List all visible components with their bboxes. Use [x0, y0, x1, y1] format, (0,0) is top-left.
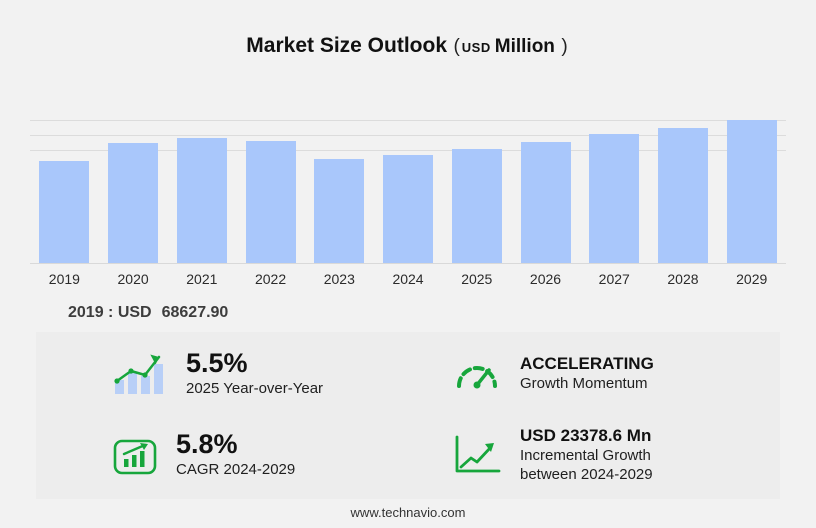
title-paren-open: (: [453, 36, 460, 57]
bar-2028: [657, 128, 708, 263]
bar-2029: [726, 119, 777, 263]
bar-slot-2023: [305, 114, 374, 263]
incremental-label-line1: Incremental Growth: [520, 446, 651, 464]
bar-2024: [383, 154, 434, 263]
title-currency: USD: [461, 40, 491, 55]
base-year-label: 2019 : USD: [68, 304, 152, 321]
x-tick-2027: 2027: [598, 271, 630, 287]
stats-panel: 5.5% 2025 Year-over-Year ACCELERATING Gr…: [36, 332, 780, 499]
bar-2025: [451, 148, 502, 263]
x-tick-2020: 2020: [117, 271, 149, 287]
gridline-85000: [30, 135, 786, 137]
bar-slot-2020: [99, 114, 168, 263]
x-tick-2025: 2025: [461, 271, 493, 287]
bar-slot-2021: [167, 114, 236, 263]
market-size-bar-chart: 2019 2020 2021 2022 2023 2024 2025 2026 2027 2028…: [30, 114, 786, 287]
technavio-url: www.technavio.com: [350, 504, 466, 520]
bar-2027: [589, 134, 640, 263]
gridline-75000: [30, 150, 786, 152]
yoy-label: 2025 Year-over-Year: [186, 380, 324, 398]
x-tick-2028: 2028: [667, 271, 699, 287]
bar-2023: [314, 158, 365, 263]
stat-yoy: 5.5% 2025 Year-over-Year: [36, 348, 408, 399]
title-paren-close: ): [561, 36, 568, 57]
bar-2026: [520, 142, 571, 263]
bar-slot-2022: [236, 114, 305, 263]
momentum-value: ACCELERATING: [520, 353, 654, 373]
momentum-label: Growth Momentum: [520, 375, 648, 393]
incremental-label-line2: between 2024-2029: [520, 466, 653, 484]
bar-slot-2025: [442, 114, 511, 263]
bar-2021: [176, 138, 227, 263]
x-axis-labels: 2019 2020 2021 2022 2023 2024 2025 2026 2027 2028…: [30, 271, 786, 287]
bar-slot-2024: [374, 114, 443, 263]
x-tick-2021: 2021: [186, 271, 218, 287]
page-title: Market Size Outlook (USD Million ): [0, 0, 816, 58]
stat-incremental: USD 23378.6 Mn Incremental Growth betwee…: [408, 425, 780, 485]
title-text: Market Size Outlook: [246, 34, 448, 57]
x-tick-2023: 2023: [323, 271, 355, 287]
bar-slot-2028: [649, 114, 718, 263]
x-tick-2026: 2026: [529, 271, 562, 287]
bar-2019: [39, 160, 90, 263]
bar-plot: [30, 114, 786, 264]
bar-2022: [245, 141, 296, 263]
gridline-95000: [30, 120, 786, 122]
x-tick-2029: 2029: [736, 271, 768, 287]
speedometer-icon: [452, 355, 502, 391]
cagr-label: CAGR 2024-2029: [176, 461, 296, 479]
cagr-chart-icon: [112, 434, 158, 476]
yoy-value: 5.5%: [186, 348, 248, 378]
stat-momentum: ACCELERATING Growth Momentum: [408, 348, 780, 399]
base-year-annotation: 2019 : USD 68627.90: [68, 304, 816, 322]
x-tick-2022: 2022: [254, 271, 287, 287]
incremental-growth-icon: [452, 434, 502, 476]
bar-slot-2027: [580, 114, 649, 263]
base-year-value: 68627.90: [161, 304, 229, 321]
bar-slot-2026: [511, 114, 580, 263]
cagr-value: 5.8%: [176, 429, 238, 460]
bar-slot-2029: [717, 114, 786, 263]
bar-slot-2019: [30, 114, 99, 263]
stat-cagr: 5.8% CAGR 2024-2029: [36, 425, 408, 485]
title-unit: Million: [494, 36, 555, 57]
incremental-value: USD 23378.6 Mn: [520, 425, 652, 445]
x-tick-2019: 2019: [48, 271, 80, 287]
bar-2020: [108, 143, 159, 263]
x-tick-2024: 2024: [392, 271, 424, 287]
yoy-bar-chart-icon: [112, 350, 168, 396]
